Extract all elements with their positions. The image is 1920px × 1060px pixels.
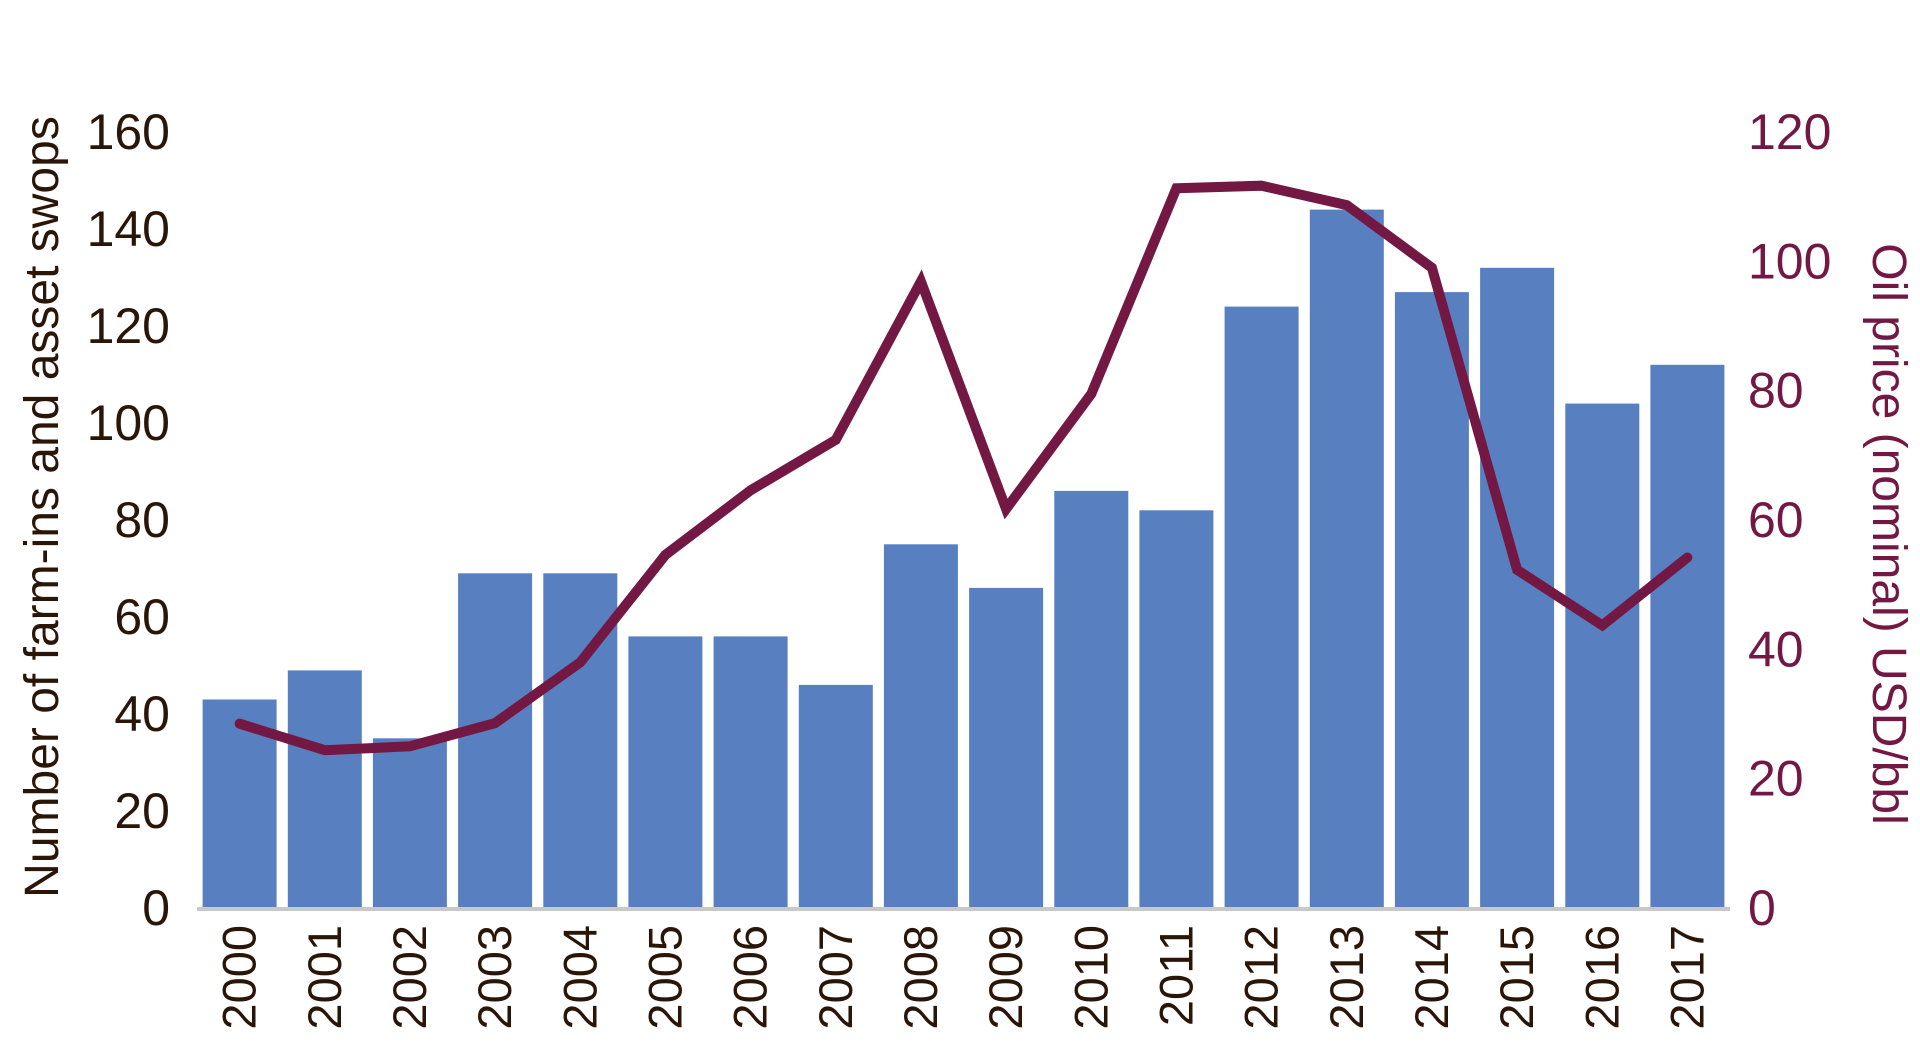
- left-tick-label: 160: [87, 104, 170, 160]
- x-tick-label-2006: 2006: [724, 925, 777, 1030]
- left-tick-label: 80: [114, 492, 170, 548]
- x-tick-label-2000: 2000: [213, 925, 266, 1030]
- right-tick-label: 0: [1748, 880, 1776, 936]
- right-y-axis-ticks: 0 20 40 60 80 100 120: [1748, 104, 1831, 936]
- right-tick-label: 20: [1748, 751, 1804, 807]
- left-tick-label: 20: [114, 783, 170, 839]
- left-tick-label: 40: [114, 686, 170, 742]
- x-tick-label-2016: 2016: [1575, 925, 1628, 1030]
- left-tick-label: 0: [142, 880, 170, 936]
- bar-2017: [1650, 364, 1725, 908]
- x-tick-label-2004: 2004: [553, 925, 606, 1030]
- x-tick-label-2015: 2015: [1490, 925, 1543, 1030]
- bar-2006: [713, 636, 788, 908]
- left-tick-label: 140: [87, 201, 170, 257]
- bar-2007: [798, 684, 873, 908]
- x-tick-label-2014: 2014: [1405, 925, 1458, 1030]
- x-tick-label-2002: 2002: [383, 925, 436, 1030]
- right-tick-label: 40: [1748, 621, 1804, 677]
- x-tick-label-2005: 2005: [638, 925, 691, 1030]
- right-tick-label: 60: [1748, 492, 1804, 548]
- x-tick-label-2008: 2008: [894, 925, 947, 1030]
- bar-2005: [628, 636, 703, 908]
- bar-2009: [969, 587, 1044, 908]
- x-tick-label-2017: 2017: [1660, 925, 1713, 1030]
- left-y-axis-ticks: 0 20 40 60 80 100 120 140 160: [87, 104, 170, 936]
- bar-2013: [1309, 209, 1384, 909]
- bar-series-farm-ins: [202, 209, 1725, 909]
- bar-2002: [372, 738, 447, 909]
- bar-2016: [1565, 403, 1640, 908]
- left-axis-title: Number of farm-ins and asset swops: [16, 116, 69, 898]
- bar-2008: [883, 544, 958, 909]
- x-tick-label-2009: 2009: [979, 925, 1032, 1030]
- x-tick-label-2011: 2011: [1149, 925, 1202, 1026]
- x-tick-label-2010: 2010: [1064, 925, 1117, 1030]
- bar-2010: [1054, 490, 1129, 908]
- right-tick-label: 100: [1748, 233, 1831, 289]
- line-series-oil-price: [234, 180, 1693, 756]
- bar-2012: [1224, 306, 1299, 909]
- bar-2014: [1394, 292, 1469, 909]
- x-axis-ticks: 2000 2001 2002 2003 2004 2005 2006 2007 2008 2009…: [213, 925, 1714, 1030]
- x-tick-label-2001: 2001: [298, 925, 351, 1030]
- bar-2011: [1139, 510, 1214, 908]
- right-axis-title: Oil price (nominal) USD/bbl: [1862, 243, 1915, 825]
- left-tick-label: 100: [87, 395, 170, 451]
- right-tick-label: 120: [1748, 104, 1831, 160]
- x-tick-label-2012: 2012: [1235, 925, 1288, 1030]
- left-tick-label: 120: [87, 298, 170, 354]
- left-tick-label: 60: [114, 589, 170, 645]
- x-tick-label-2013: 2013: [1320, 925, 1373, 1030]
- x-tick-label-2007: 2007: [809, 925, 862, 1030]
- bar-2001: [287, 670, 362, 908]
- right-tick-label: 80: [1748, 363, 1804, 419]
- bar-2003: [458, 573, 533, 908]
- x-tick-label-2003: 2003: [468, 925, 521, 1030]
